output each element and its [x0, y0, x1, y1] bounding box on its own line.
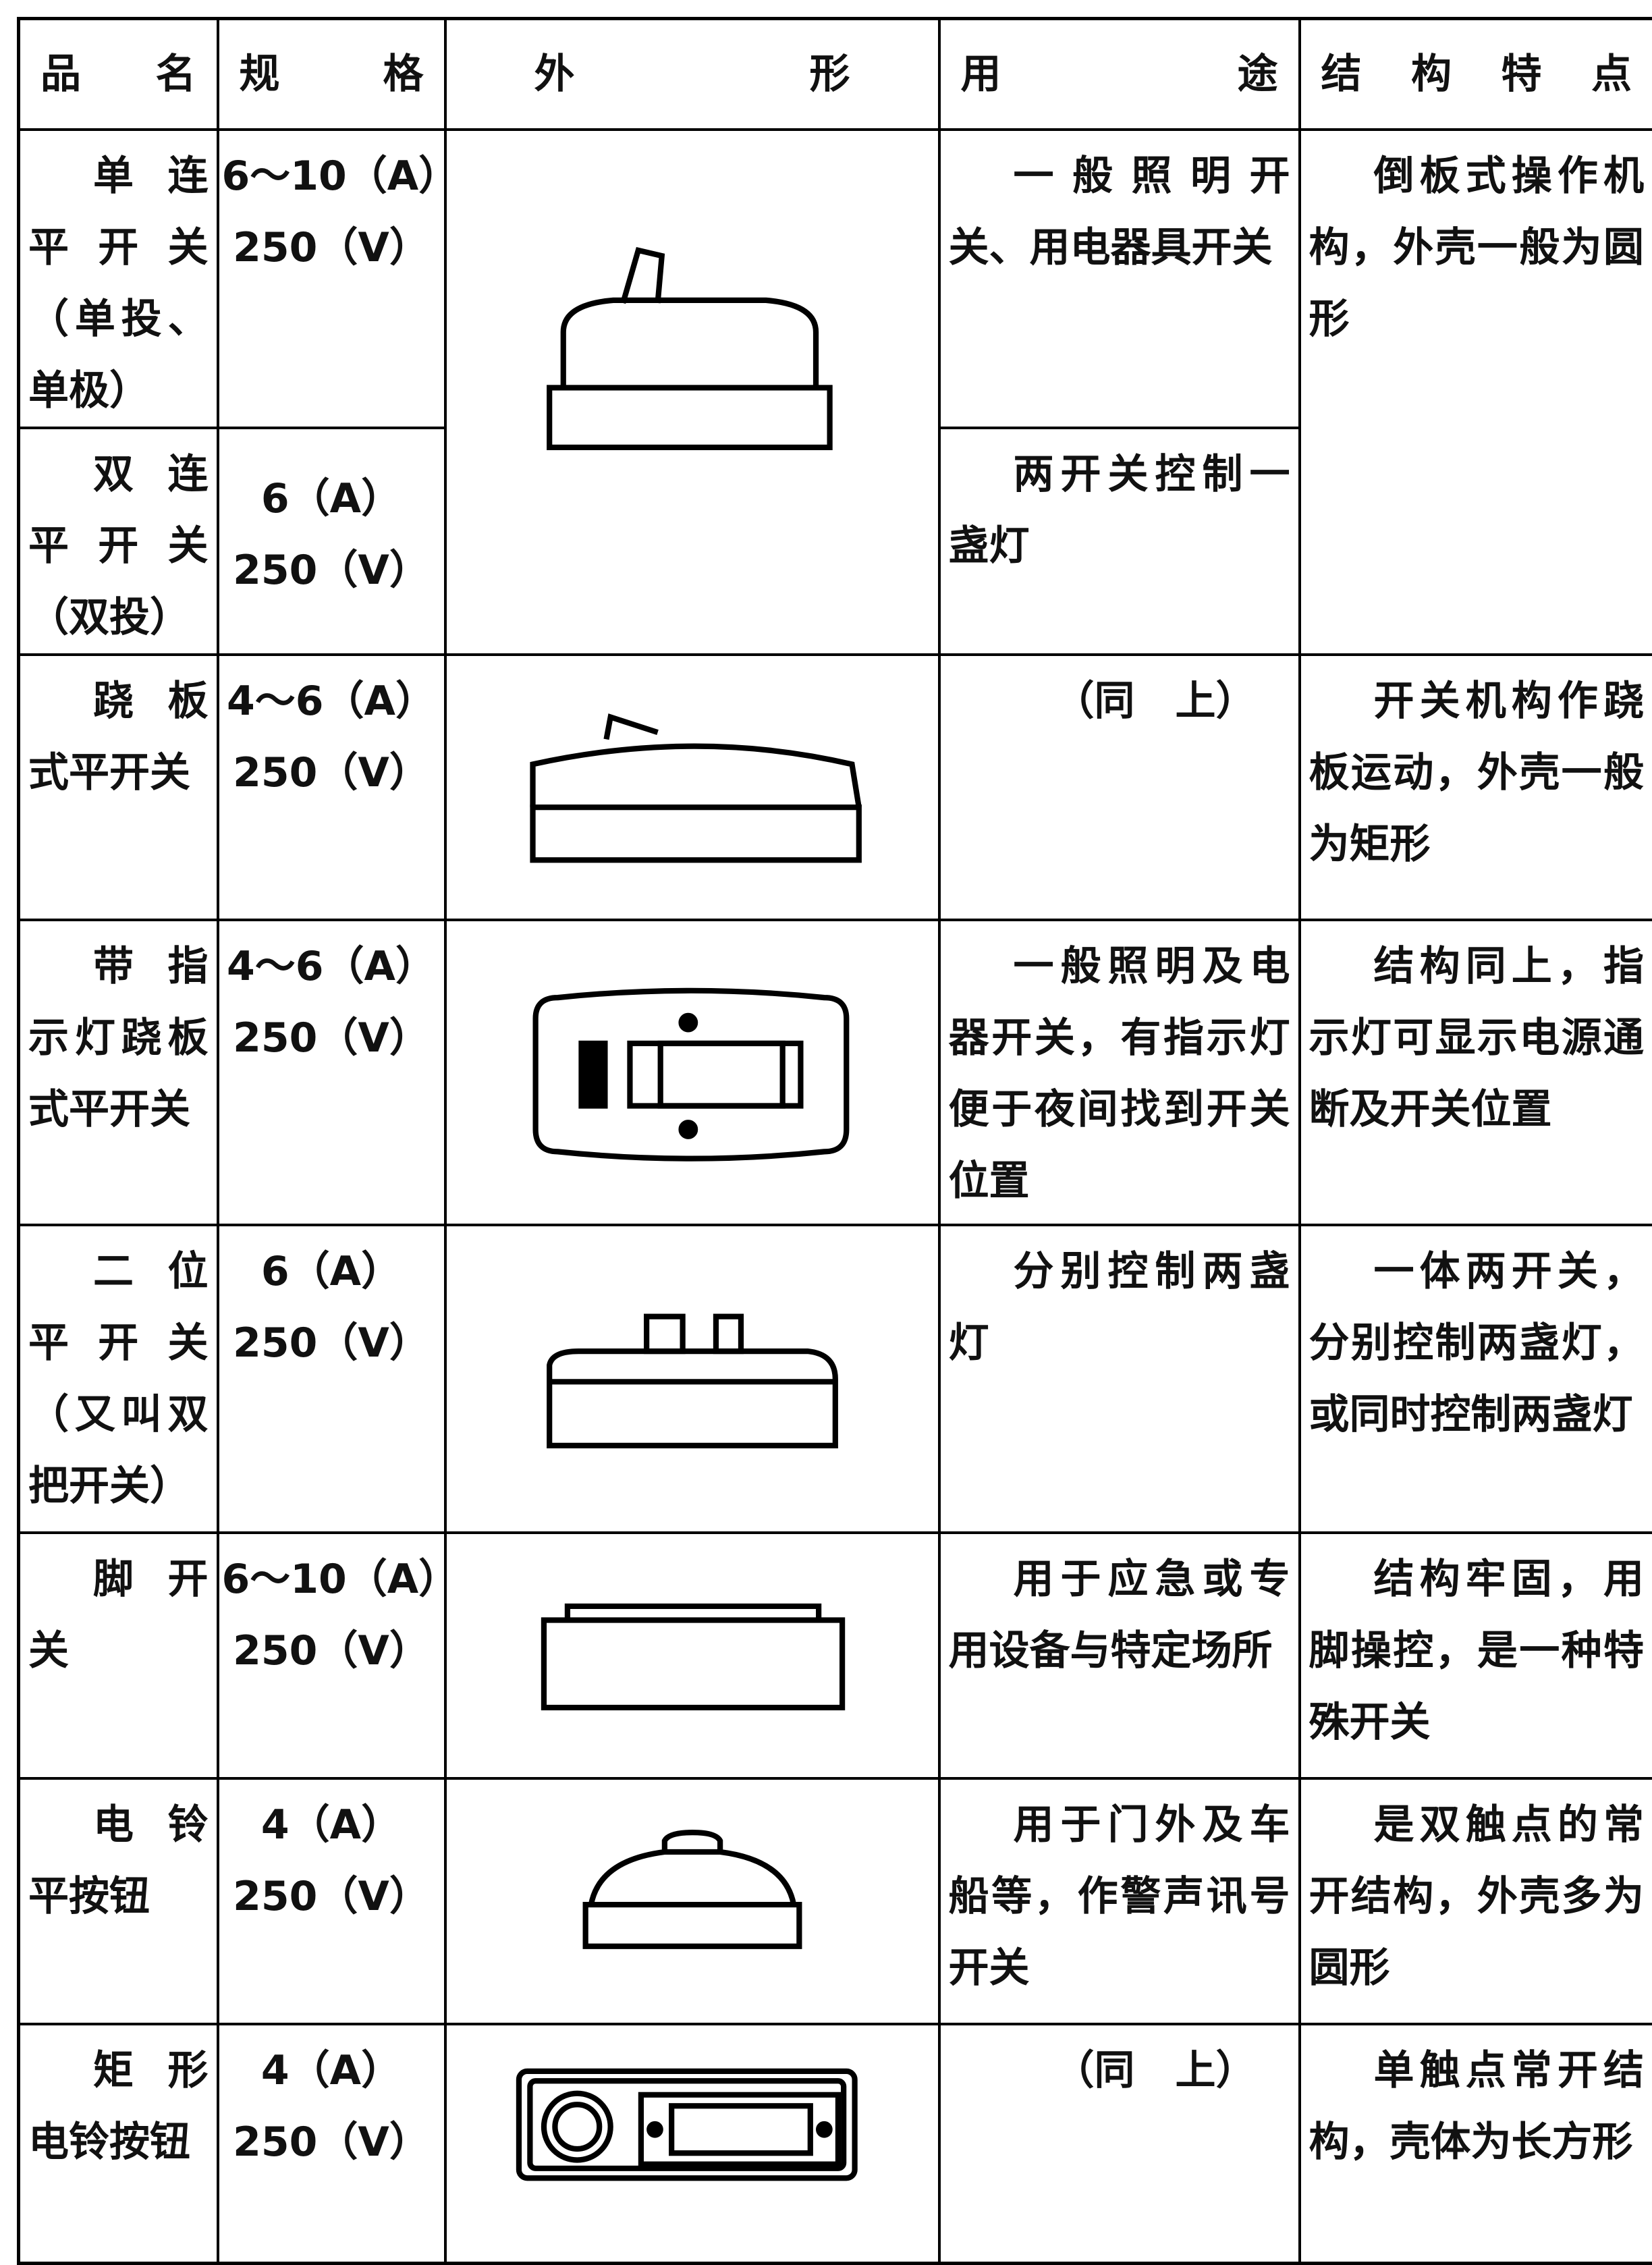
spec-cell: 6～10（A）250（V）	[218, 1533, 445, 1778]
spec-line: 250（V）	[222, 1861, 441, 1932]
drawing-shape	[819, 2124, 829, 2135]
spec-line: 4～6（A）	[222, 931, 441, 1002]
drawing-shape	[681, 1016, 695, 1030]
drawing-shape	[649, 2124, 660, 2135]
drawing-shape	[630, 1043, 800, 1106]
spec-cell: 4～6（A）250（V）	[218, 655, 445, 920]
spec-line: 250（V）	[222, 1615, 441, 1687]
drawing-shape	[543, 1620, 842, 1708]
drawing-shape	[590, 1832, 793, 1905]
name-cell: 二位平开关（又叫双把开关）	[19, 1225, 218, 1533]
row: 单连平开关（单投、单极） 6～10（A）250（V） 一般照明开关、用电器具开关…	[19, 130, 1652, 428]
spec-line: 250（V）	[222, 535, 441, 606]
use-cell: 一般照明及电器开关，有指示灯便于夜间找到开关位置	[939, 920, 1300, 1225]
spec-cell: 6～10（A）250（V）	[218, 130, 445, 428]
header-cell: 外 形	[445, 19, 939, 130]
feature-cell: 一体两开关，分别控制两盏灯，或同时控制两盏灯	[1300, 1225, 1652, 1533]
spec-cell: 4～6（A）250（V）	[218, 920, 445, 1225]
drawing-shape	[563, 300, 815, 388]
header-row: 品 名 规 格 外 形 用 途 结 构 特 点	[19, 19, 1652, 130]
feature-cell: 单触点常开结构，壳体为长方形	[1300, 2024, 1652, 2263]
shape-cell	[445, 2024, 939, 2263]
feature-cell: 结构牢固，用脚操控，是一种特殊开关	[1300, 1533, 1652, 1778]
table-header: 品 名 规 格 外 形 用 途 结 构 特 点	[19, 19, 1652, 130]
drawing-shape	[585, 1905, 799, 1946]
header-cell: 规 格	[218, 19, 445, 130]
spec-line: 250（V）	[222, 737, 441, 809]
table-body: 单连平开关（单投、单极） 6～10（A）250（V） 一般照明开关、用电器具开关…	[19, 130, 1652, 2263]
spec-line: 250（V）	[222, 2106, 441, 2178]
feature-cell: 是双触点的常开结构，外壳多为圆形	[1300, 1778, 1652, 2024]
spec-line: 6～10（A）	[222, 140, 441, 212]
drawing-shape	[549, 387, 829, 447]
bell-button-drawing	[447, 2025, 938, 2262]
header-cell: 用 途	[939, 19, 1300, 130]
use-cell: 两开关控制一盏灯	[939, 428, 1300, 655]
spec-line: 4（A）	[222, 2035, 441, 2106]
name-cell: 双连平开关（双投）	[19, 428, 218, 655]
header-cell: 品 名	[19, 19, 218, 130]
feature-cell: 倒板式操作机构，外壳一般为圆形	[1300, 130, 1652, 655]
drawing-shape	[555, 2104, 599, 2149]
spec-cell: 6（A）250（V）	[218, 428, 445, 655]
switch-drawing	[447, 1226, 938, 1531]
switch-drawing	[447, 1534, 938, 1777]
drawing-shape	[532, 746, 858, 807]
name-cell: 单连平开关（单投、单极）	[19, 130, 218, 428]
row: 矩形电铃按钮 4（A）250（V） （同 上） 单触点常开结构，壳体为长方形	[19, 2024, 1652, 2263]
spec-line: 250（V）	[222, 1307, 441, 1379]
drawing-shape	[581, 1043, 605, 1106]
name-cell: 电铃平按钮	[19, 1778, 218, 2024]
drawing-shape	[623, 250, 662, 303]
shape-cell	[445, 1225, 939, 1533]
spec-line: 6～10（A）	[222, 1544, 441, 1615]
row: 带指示灯跷板式平开关 4～6（A）250（V） 一般照明及电器开关，有指示灯便于…	[19, 920, 1652, 1225]
shape-cell	[445, 1533, 939, 1778]
spec-cell: 4（A）250（V）	[218, 1778, 445, 2024]
header-cell: 结 构 特 点	[1300, 19, 1652, 130]
switch-drawing	[447, 656, 938, 919]
spec-line: 4～6（A）	[222, 665, 441, 737]
use-cell: 一般照明开关、用电器具开关	[939, 130, 1300, 428]
shape-cell	[445, 1778, 939, 2024]
drawing-shape	[681, 1122, 695, 1137]
drawing-shape	[606, 717, 657, 739]
drawing-shape	[660, 1043, 782, 1106]
spec-line: 250（V）	[222, 212, 441, 283]
use-cell: 分别控制两盏灯	[939, 1225, 1300, 1533]
use-cell: 用于门外及车船等，作警声讯号开关	[939, 1778, 1300, 2024]
page: 品 名 规 格 外 形 用 途 结 构 特 点 单连平开关（单投、单极） 6～1…	[0, 0, 1652, 2188]
drawing-shape	[671, 2106, 810, 2153]
switch-drawing	[447, 921, 938, 1224]
spec-line: 250（V）	[222, 1002, 441, 1074]
name-cell: 脚开关	[19, 1533, 218, 1778]
drawing-shape	[715, 1317, 740, 1351]
use-cell: （同 上）	[939, 655, 1300, 920]
drawing-shape	[532, 807, 858, 860]
spec-cell: 6（A）250（V）	[218, 1225, 445, 1533]
spec-cell: 4（A）250（V）	[218, 2024, 445, 2263]
spec-line: 6（A）	[222, 463, 441, 535]
bell-button-drawing	[447, 1780, 938, 2023]
spec-line: 6（A）	[222, 1236, 441, 1307]
drawing-shape	[549, 1351, 835, 1446]
row: 跷板式平开关 4～6（A）250（V） （同 上） 开关机构作跷板运动，外壳一般…	[19, 655, 1652, 920]
feature-cell: 结构同上，指示灯可显示电源通断及开关位置	[1300, 920, 1652, 1225]
use-cell: 用于应急或专用设备与特定场所	[939, 1533, 1300, 1778]
drawing-shape	[646, 1317, 682, 1351]
use-cell: （同 上）	[939, 2024, 1300, 2263]
spec-line: 4（A）	[222, 1789, 441, 1861]
feature-cell: 开关机构作跷板运动，外壳一般为矩形	[1300, 655, 1652, 920]
switch-drawing	[447, 131, 938, 566]
name-cell: 带指示灯跷板式平开关	[19, 920, 218, 1225]
shape-cell	[445, 655, 939, 920]
switch-table: 品 名 规 格 外 形 用 途 结 构 特 点 单连平开关（单投、单极） 6～1…	[17, 17, 1652, 2265]
row: 脚开关 6～10（A）250（V） 用于应急或专用设备与特定场所 结构牢固，用脚…	[19, 1533, 1652, 1778]
row: 电铃平按钮 4（A）250（V） 用于门外及车船等，作警声讯号开关 是双触点的常…	[19, 1778, 1652, 2024]
row: 二位平开关（又叫双把开关） 6（A）250（V） 分别控制两盏灯 一体两开关，分…	[19, 1225, 1652, 1533]
name-cell: 矩形电铃按钮	[19, 2024, 218, 2263]
shape-cell	[445, 130, 939, 655]
name-cell: 跷板式平开关	[19, 655, 218, 920]
shape-cell	[445, 920, 939, 1225]
